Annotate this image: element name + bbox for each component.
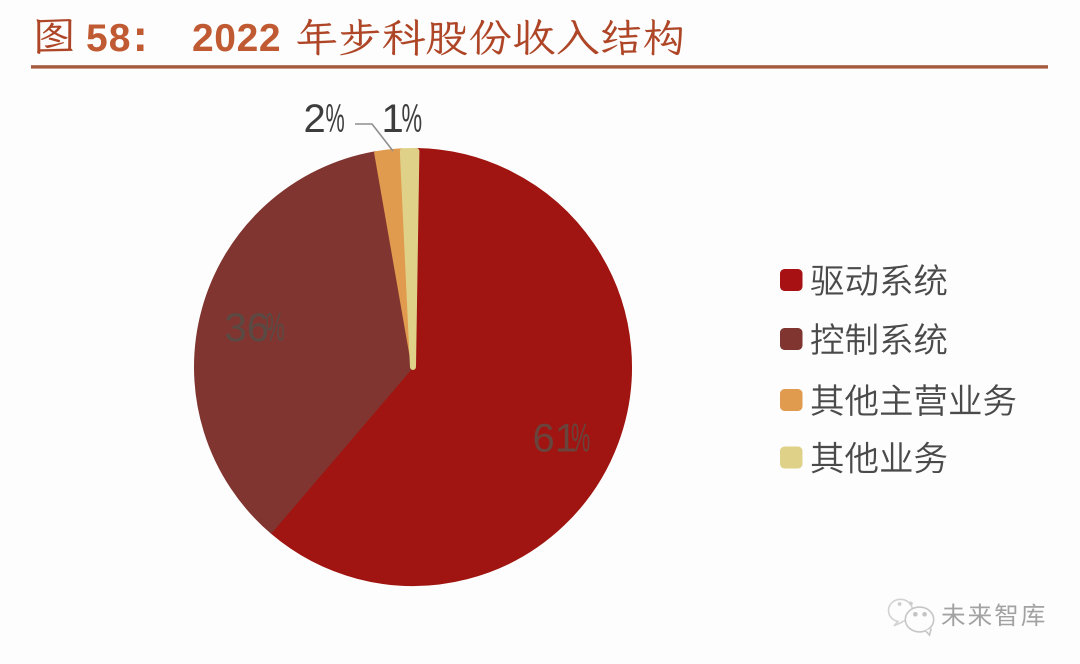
svg-text:%: % xyxy=(402,95,423,140)
svg-text:36: 36 xyxy=(225,306,270,350)
svg-text:1: 1 xyxy=(382,97,404,141)
svg-text:61: 61 xyxy=(533,417,578,461)
svg-text:2: 2 xyxy=(304,97,326,141)
svg-text:%: % xyxy=(266,305,285,350)
svg-text:%: % xyxy=(571,415,590,460)
svg-text:2022: 2022 xyxy=(192,17,281,60)
svg-text:%: % xyxy=(326,96,345,141)
svg-text:58: 58 xyxy=(86,17,131,60)
